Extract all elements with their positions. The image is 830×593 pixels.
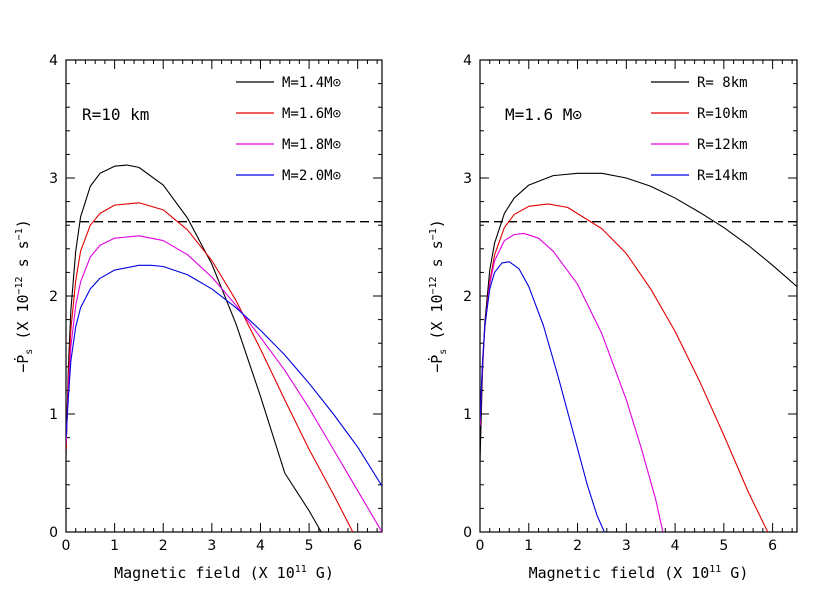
- y-tick-label: 0: [49, 525, 58, 541]
- y-axis-label-group: −Ṗs (X 10−12 s s−1): [13, 219, 35, 373]
- x-tick-label: 5: [719, 538, 728, 554]
- series-line-2: [480, 232, 664, 532]
- legend-label-0: M=1.4M⊙: [282, 75, 342, 91]
- y-tick-label: 4: [463, 53, 472, 69]
- y-tick-label: 1: [49, 407, 58, 423]
- x-tick-label: 4: [256, 538, 265, 554]
- x-tick-label: 2: [573, 538, 582, 554]
- series-line-0: [66, 164, 322, 532]
- y-tick-label: 4: [49, 53, 58, 69]
- x-tick-label: 1: [110, 538, 119, 554]
- x-tick-label: 5: [305, 538, 314, 554]
- x-axis-label: Magnetic field (X 1011 G): [529, 564, 749, 582]
- series-line-1: [480, 203, 769, 532]
- series-line-0: [480, 172, 797, 462]
- x-tick-label: 6: [768, 538, 777, 554]
- panel-annotation: M=1.6 M⊙: [505, 105, 582, 124]
- right-panel: 0 1 2 3 4 5 6 0 1 2 3 4 Magnetic field (X 1011 G) −Ṗs…: [427, 53, 798, 582]
- panel-annotation: R=10 km: [82, 105, 149, 124]
- x-axis-label: Magnetic field (X 1011 G): [114, 564, 334, 582]
- series-group: [66, 164, 382, 532]
- y-axis-label: −Ṗs (X 10−12 s s−1): [427, 219, 449, 373]
- series-line-2: [66, 235, 382, 532]
- x-tick-label: 0: [476, 538, 485, 554]
- legend-label-1: R=10km: [697, 106, 748, 122]
- y-tick-label: 1: [463, 407, 472, 423]
- y-axis-label-group: −Ṗs (X 10−12 s s−1): [427, 219, 449, 373]
- x-tick-label: 3: [207, 538, 216, 554]
- y-tick-label: 2: [49, 289, 58, 305]
- legend-label-0: R= 8km: [697, 75, 748, 91]
- x-tick-label: 2: [159, 538, 168, 554]
- y-tick-label: 3: [49, 171, 58, 187]
- x-tick-label: 6: [353, 538, 362, 554]
- y-tick-label: 3: [463, 171, 472, 187]
- legend-label-3: R=14km: [697, 168, 748, 184]
- x-tick-label: 3: [622, 538, 631, 554]
- legend-label-2: M=1.8M⊙: [282, 137, 342, 153]
- y-tick-label: 0: [463, 525, 472, 541]
- series-line-3: [480, 261, 605, 532]
- legend-label-1: M=1.6M⊙: [282, 106, 342, 122]
- left-panel: 0 1 2 3 4 5 6 0 1 2 3 4 Magnetic field (X 1011 G) −Ṗs…: [13, 53, 383, 582]
- series-group: [480, 172, 797, 532]
- x-tick-label: 4: [671, 538, 680, 554]
- y-axis-label: −Ṗs (X 10−12 s s−1): [13, 219, 35, 373]
- legend-label-2: R=12km: [697, 137, 748, 153]
- series-line-3: [66, 264, 382, 487]
- x-tick-label: 0: [62, 538, 71, 554]
- legend-label-3: M=2.0M⊙: [282, 168, 342, 184]
- plot-frame: [65, 59, 383, 533]
- series-line-1: [66, 202, 354, 532]
- x-tick-label: 1: [524, 538, 533, 554]
- plot-frame: [479, 59, 798, 533]
- y-tick-label: 2: [463, 289, 472, 305]
